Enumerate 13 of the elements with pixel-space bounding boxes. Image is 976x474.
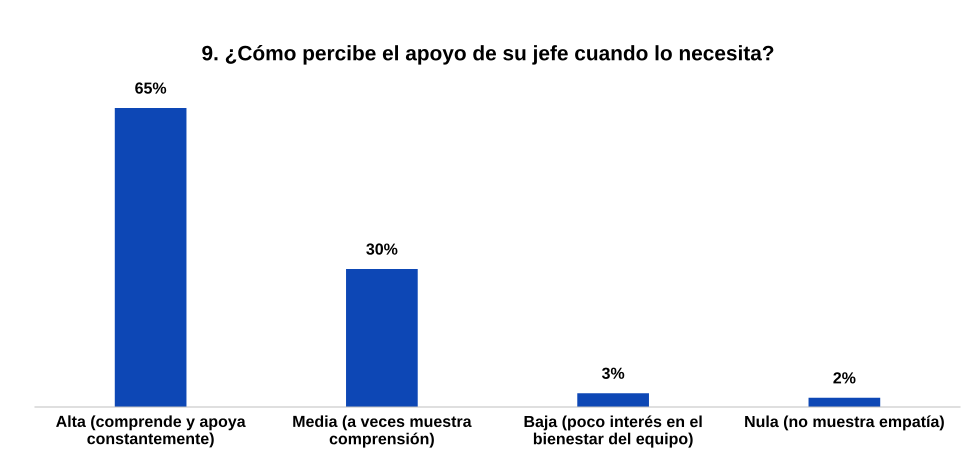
- bar: [114, 108, 186, 407]
- x-tick-label: Media (a veces muestra comprensión): [293, 415, 472, 448]
- bar: [808, 398, 880, 407]
- data-label: 2%: [833, 372, 856, 384]
- chart-title: 9. ¿Cómo percibe el apoyo de su jefe cuando lo necesita?: [202, 45, 774, 65]
- x-tick-label: Alta (comprende y apoya constantemente): [56, 415, 246, 448]
- x-tick-label: Nula (no muestra empatía): [745, 415, 944, 430]
- data-label: 30%: [366, 243, 398, 255]
- bar: [577, 393, 649, 407]
- data-label: 3%: [602, 368, 624, 379]
- bar: [346, 269, 418, 407]
- x-tick-label: Baja (poco interés en el bienestar del equipo): [524, 415, 702, 448]
- data-label: 65%: [135, 82, 166, 94]
